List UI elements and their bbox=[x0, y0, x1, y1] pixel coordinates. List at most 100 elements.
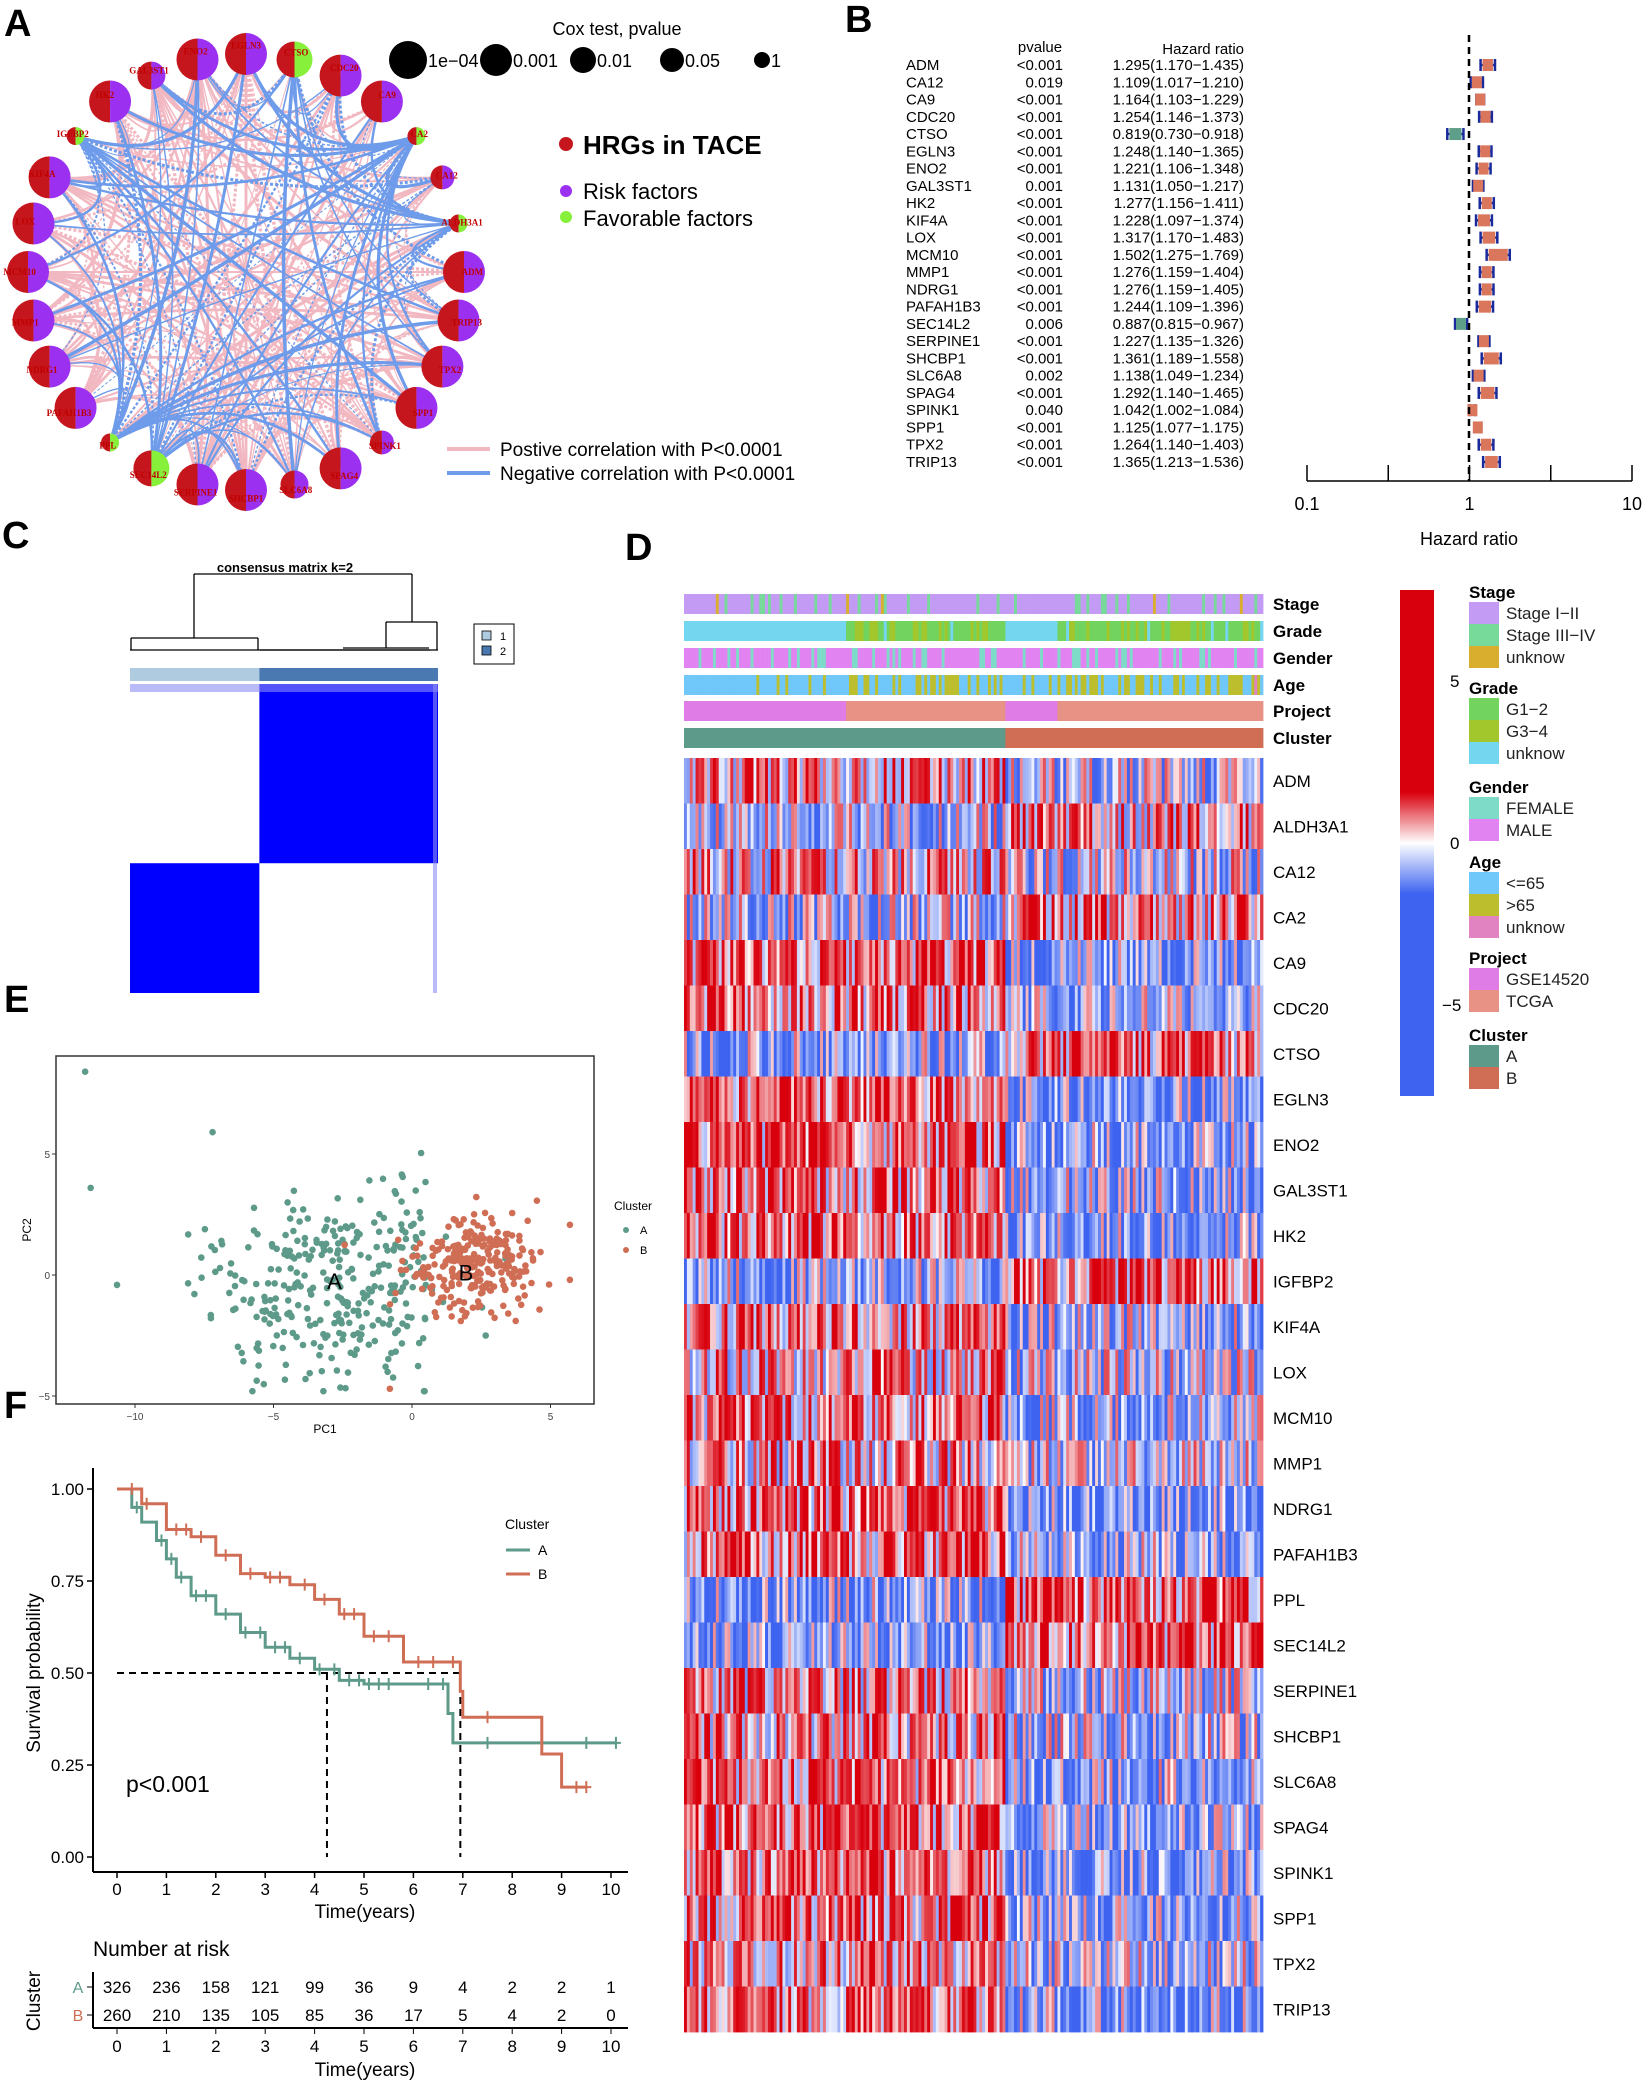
heatmap-cell bbox=[889, 1258, 893, 1305]
heatmap-cell bbox=[692, 894, 696, 941]
annotation-project-cell bbox=[1095, 701, 1099, 721]
heatmap-cell bbox=[1126, 1395, 1131, 1441]
heatmap-cell bbox=[710, 1076, 714, 1123]
heatmap-cell bbox=[1228, 849, 1232, 895]
annotation-project-cell bbox=[1002, 701, 1006, 721]
annotation-age-cell bbox=[744, 675, 749, 695]
heatmap-cell bbox=[987, 758, 992, 804]
annotation-stage-cell bbox=[1089, 594, 1093, 614]
heatmap-cell bbox=[1138, 1076, 1142, 1123]
heatmap-cell bbox=[906, 1395, 911, 1441]
heatmap-cell bbox=[721, 985, 725, 1032]
heatmap-cell bbox=[721, 1122, 725, 1168]
annotation-cluster-cell bbox=[739, 728, 743, 748]
heatmap-cell bbox=[1234, 985, 1238, 1032]
heatmap-cell bbox=[1138, 1031, 1142, 1077]
heatmap-cell bbox=[849, 1213, 853, 1259]
heatmap-cell bbox=[961, 1076, 966, 1123]
heatmap-cell bbox=[1037, 985, 1041, 1032]
heatmap-cell bbox=[1028, 758, 1032, 804]
heatmap-cell bbox=[1042, 985, 1047, 1032]
annotation-cluster-cell bbox=[973, 728, 977, 748]
annotation-grade-cell bbox=[773, 621, 778, 641]
annotation-project-cell bbox=[718, 701, 723, 721]
heatmap-cell bbox=[794, 1304, 798, 1350]
heatmap-cell bbox=[849, 1349, 853, 1396]
heatmap-cell bbox=[802, 1076, 806, 1123]
heatmap-cell bbox=[837, 803, 841, 850]
heatmap-cell bbox=[1228, 1031, 1232, 1077]
annotation-age-cell bbox=[770, 675, 775, 695]
node-hrg-half bbox=[369, 430, 382, 455]
heatmap-cell bbox=[837, 1122, 841, 1168]
heatmap-cell bbox=[1121, 940, 1125, 986]
annotation-age-cell bbox=[1173, 675, 1177, 695]
heatmap-cell bbox=[814, 849, 818, 895]
node-hrg-half bbox=[225, 469, 246, 511]
heatmap-cell bbox=[1135, 1349, 1139, 1396]
heatmap-cell bbox=[999, 803, 1003, 850]
heatmap-cell bbox=[1231, 1304, 1235, 1350]
heatmap-cell bbox=[759, 1395, 763, 1441]
heatmap-cell bbox=[964, 894, 969, 941]
heatmap-cell bbox=[822, 1258, 827, 1305]
heatmap-cell bbox=[773, 758, 778, 804]
heatmap-cell bbox=[808, 1349, 812, 1396]
heatmap-cell bbox=[1225, 1167, 1229, 1214]
annotation-gender-cell bbox=[1031, 648, 1035, 668]
heatmap-cell bbox=[825, 1076, 830, 1123]
heatmap-cell bbox=[1213, 1440, 1218, 1487]
heatmap-cell bbox=[808, 1258, 812, 1305]
annotation-age-cell bbox=[1167, 675, 1171, 695]
heatmap-cell bbox=[930, 940, 934, 986]
heatmap-cell bbox=[747, 1258, 751, 1305]
annotation-gender-cell bbox=[1083, 648, 1087, 668]
heatmap-cell bbox=[1034, 1122, 1038, 1168]
heatmap-cell bbox=[1196, 1213, 1200, 1259]
heatmap-cell bbox=[724, 1213, 728, 1259]
heatmap-cell bbox=[996, 1213, 1000, 1259]
heatmap-cell bbox=[1176, 894, 1180, 941]
heatmap-cell bbox=[1071, 1122, 1076, 1168]
heatmap-cell bbox=[794, 985, 798, 1032]
annotation-cluster-cell bbox=[767, 728, 772, 748]
forest-pvalue: <0.001 bbox=[1017, 454, 1063, 471]
annotation-gender-cell bbox=[1054, 648, 1058, 668]
node-hrg-half bbox=[449, 214, 459, 233]
annotation-age-cell bbox=[854, 675, 859, 695]
heatmap-cell bbox=[883, 1258, 888, 1305]
heatmap-cell bbox=[1089, 1258, 1093, 1305]
annotation-gender-cell bbox=[782, 648, 786, 668]
annotation-grade-cell bbox=[1187, 621, 1192, 641]
heatmap-cell bbox=[710, 849, 714, 895]
heatmap-cell bbox=[970, 1440, 974, 1487]
annotation-age-cell bbox=[1147, 675, 1151, 695]
forest-pvalue: <0.001 bbox=[1017, 92, 1063, 109]
annotation-project-cell bbox=[941, 701, 945, 721]
annotation-project-cell bbox=[921, 701, 925, 721]
heatmap-cell bbox=[1216, 1395, 1220, 1441]
heatmap-cell bbox=[1126, 894, 1131, 941]
heatmap-cell bbox=[909, 1167, 914, 1214]
heatmap-cell bbox=[987, 985, 992, 1032]
heatmap-cell bbox=[1129, 758, 1134, 804]
heatmap-cell bbox=[814, 1440, 818, 1487]
heatmap-cell bbox=[753, 849, 757, 895]
heatmap-cell bbox=[1121, 849, 1125, 895]
heatmap-cell bbox=[1051, 1122, 1055, 1168]
heatmap-cell bbox=[1063, 1122, 1067, 1168]
annotation-grade-cell bbox=[1210, 621, 1215, 641]
heatmap-cell bbox=[979, 1213, 983, 1259]
annotation-gender-cell bbox=[1155, 648, 1160, 668]
heatmap-cell bbox=[1190, 1213, 1194, 1259]
heatmap-cell bbox=[851, 894, 856, 941]
annotation-age-cell bbox=[1213, 675, 1218, 695]
annotation-age-cell bbox=[909, 675, 914, 695]
heatmap-cell bbox=[941, 940, 945, 986]
heatmap-cell bbox=[1002, 1167, 1006, 1214]
heatmap-cell bbox=[849, 1304, 853, 1350]
heatmap-cell bbox=[1014, 1122, 1018, 1168]
heatmap-cell bbox=[1014, 849, 1018, 895]
heatmap-cell bbox=[1008, 1031, 1012, 1077]
annotation-cluster-cell bbox=[825, 728, 830, 748]
